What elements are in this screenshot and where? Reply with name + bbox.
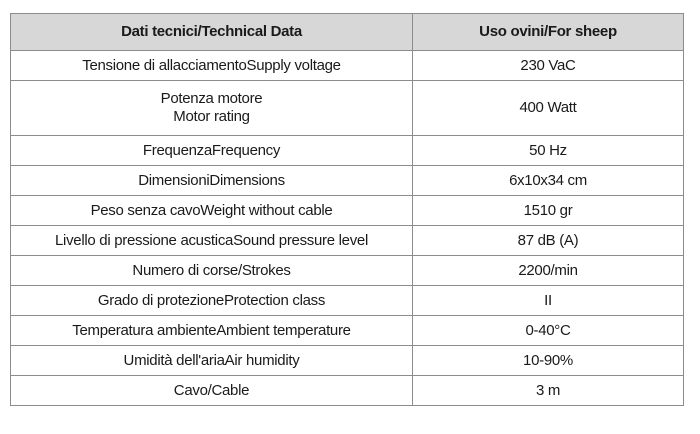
header-technical-data: Dati tecnici/Technical Data — [10, 13, 413, 51]
table-row: Peso senza cavoWeight without cable 1510… — [10, 195, 684, 226]
table-row: Potenza motore Motor rating 400 Watt — [10, 80, 684, 136]
row-value: 6x10x34 cm — [412, 165, 684, 196]
row-label: FrequenzaFrequency — [10, 135, 413, 166]
row-value: II — [412, 285, 684, 316]
table-row: Numero di corse/Strokes 2200/min — [10, 255, 684, 286]
table-row: Grado di protezioneProtection class II — [10, 285, 684, 316]
row-label: Grado di protezioneProtection class — [10, 285, 413, 316]
row-label: Temperatura ambienteAmbient temperature — [10, 315, 413, 346]
table-row: Tensione di allacciamentoSupply voltage … — [10, 50, 684, 81]
table-row: FrequenzaFrequency 50 Hz — [10, 135, 684, 166]
technical-data-table: Dati tecnici/Technical Data Uso ovini/Fo… — [10, 13, 684, 406]
row-value: 2200/min — [412, 255, 684, 286]
row-value: 87 dB (A) — [412, 225, 684, 256]
header-for-sheep: Uso ovini/For sheep — [412, 13, 684, 51]
row-label: Numero di corse/Strokes — [10, 255, 413, 286]
table-header-row: Dati tecnici/Technical Data Uso ovini/Fo… — [10, 13, 684, 51]
technical-data-table-container: Dati tecnici/Technical Data Uso ovini/Fo… — [10, 13, 684, 406]
row-label: Potenza motore Motor rating — [10, 80, 413, 136]
row-value: 400 Watt — [412, 80, 684, 136]
row-label: Umidità dell'ariaAir humidity — [10, 345, 413, 376]
row-value: 50 Hz — [412, 135, 684, 166]
table-row: Temperatura ambienteAmbient temperature … — [10, 315, 684, 346]
row-label: Livello di pressione acusticaSound press… — [10, 225, 413, 256]
row-value: 230 VaC — [412, 50, 684, 81]
row-value: 1510 gr — [412, 195, 684, 226]
table-row: DimensioniDimensions 6x10x34 cm — [10, 165, 684, 196]
row-value: 3 m — [412, 375, 684, 406]
row-label: Tensione di allacciamentoSupply voltage — [10, 50, 413, 81]
row-label-line: Motor rating — [173, 108, 250, 125]
row-value: 0-40°C — [412, 315, 684, 346]
row-value: 10-90% — [412, 345, 684, 376]
row-label: Cavo/Cable — [10, 375, 413, 406]
table-row: Cavo/Cable 3 m — [10, 375, 684, 406]
table-row: Livello di pressione acusticaSound press… — [10, 225, 684, 256]
row-label-line: Potenza motore — [160, 90, 263, 107]
row-label: DimensioniDimensions — [10, 165, 413, 196]
table-row: Umidità dell'ariaAir humidity 10-90% — [10, 345, 684, 376]
row-label: Peso senza cavoWeight without cable — [10, 195, 413, 226]
